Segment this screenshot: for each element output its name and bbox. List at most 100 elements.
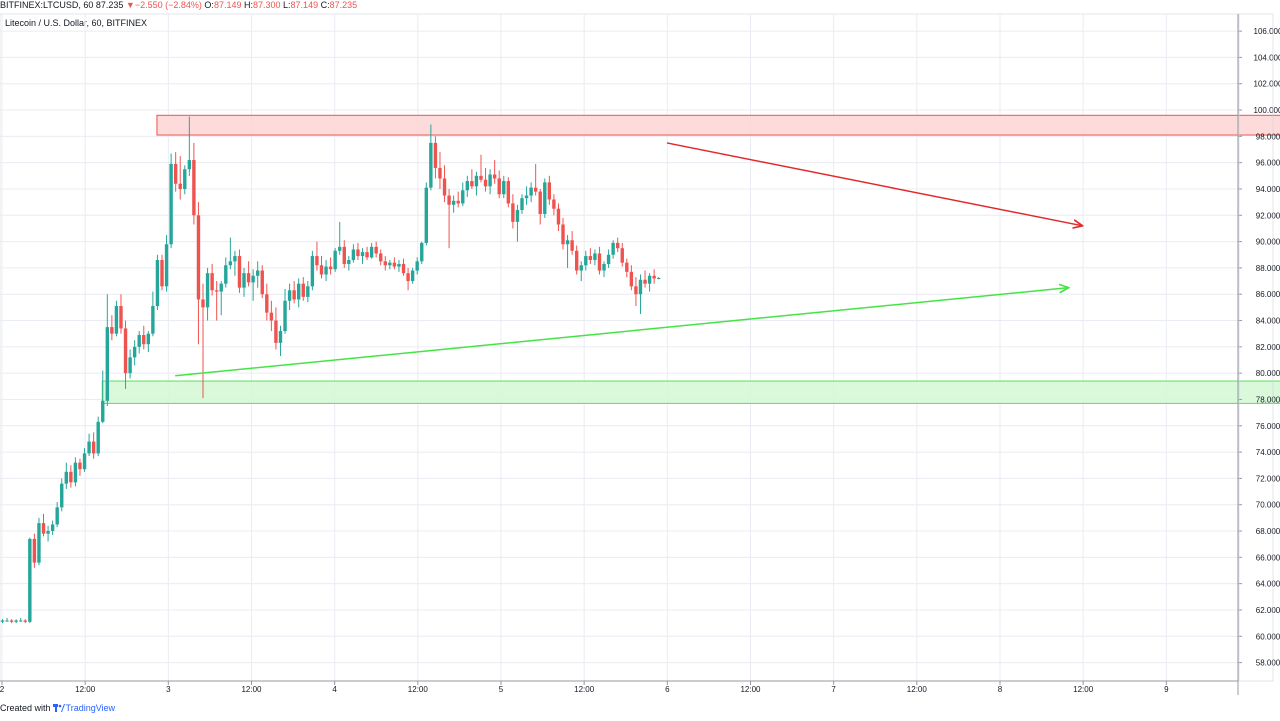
y-axis-frame [1238, 13, 1274, 682]
candle-body [379, 253, 383, 262]
candle-body [319, 265, 324, 275]
trend-lines[interactable] [175, 142, 1083, 377]
candle-body [547, 182, 552, 200]
candle-body [543, 182, 547, 214]
candle-body [9, 620, 14, 622]
y-tick-label: 62.000 [1256, 606, 1280, 615]
y-tick-label: 106.000 [1254, 27, 1280, 36]
candle-body [538, 191, 542, 214]
candle-body [479, 175, 483, 180]
candle-body [465, 181, 470, 191]
candle-body [119, 306, 123, 329]
candle-body [123, 328, 128, 374]
x-tick-label: 12:00 [408, 685, 429, 694]
candle-body [82, 453, 87, 470]
candle-body [210, 273, 214, 291]
x-tick-label: 7 [831, 685, 836, 694]
candle-body [351, 249, 356, 261]
candle-body [579, 265, 583, 271]
candle-body [50, 524, 55, 532]
last-price: 87.235 [95, 0, 124, 10]
candle-body [643, 279, 647, 284]
candle-body [132, 346, 137, 358]
candle-body [442, 178, 447, 196]
descending-trend-line [666, 142, 1083, 226]
x-tick-label: 5 [499, 685, 504, 694]
low-value: 87.149 [290, 0, 319, 10]
footer-credit: Created with TradingView [0, 703, 115, 713]
candle-body [41, 523, 46, 534]
close-value: 87.235 [329, 0, 358, 10]
candle-body [196, 215, 201, 300]
candle-body [301, 283, 305, 297]
candle-body [297, 283, 301, 300]
candle-body [151, 306, 155, 334]
candle-body [556, 208, 561, 225]
candle-body [5, 620, 9, 622]
candle-body [611, 242, 615, 255]
y-tick-label: 92.000 [1256, 211, 1280, 220]
y-tick-label: 78.000 [1256, 395, 1280, 404]
candle-body [529, 187, 533, 196]
candle-body [173, 163, 178, 184]
y-tick-label: 84.000 [1256, 317, 1280, 326]
y-tick-label: 66.000 [1256, 553, 1280, 562]
candle-body [128, 357, 132, 374]
candle-body [625, 262, 629, 272]
candle-body [23, 620, 27, 622]
x-tick-label: 2 [0, 685, 5, 694]
candle-body [397, 263, 401, 267]
candle-body [652, 275, 656, 279]
candle-body [347, 260, 351, 264]
tradingview-brand[interactable]: TradingView [65, 703, 116, 713]
candle-body [205, 273, 210, 308]
y-tick-label: 64.000 [1256, 580, 1280, 589]
candle-body [164, 244, 169, 287]
x-tick-label: 3 [166, 685, 171, 694]
chart-subtitle: Litecoin / U.S. Dollar, 60, BITFINEX [5, 18, 148, 28]
candle-body [32, 538, 37, 563]
candle-body [524, 195, 529, 199]
candle-body [265, 294, 269, 313]
candle-body [570, 240, 574, 251]
candle-body [429, 142, 433, 188]
candle-body [606, 254, 611, 264]
candle-body [155, 260, 160, 307]
y-tick-label: 86.000 [1256, 290, 1280, 299]
candle-body [278, 331, 283, 343]
candle-body [657, 277, 661, 280]
candle-body [593, 253, 597, 261]
candle-body [28, 538, 32, 622]
x-tick-label: 4 [332, 685, 337, 694]
candle-body [228, 261, 233, 266]
symbol-name[interactable]: BITFINEX:LTCUSD, 60 [0, 0, 94, 10]
candle-body [96, 421, 100, 454]
candle-body [137, 335, 141, 347]
candle-body [561, 224, 565, 245]
candle-body [283, 300, 287, 332]
candle-body [565, 240, 570, 245]
candle-body [456, 200, 460, 204]
support-zone [101, 380, 1280, 404]
candle-body [192, 160, 196, 216]
y-tick-label: 98.000 [1256, 132, 1280, 141]
low-label: L: [283, 0, 291, 10]
candle-body [178, 183, 182, 189]
candle-body [492, 174, 497, 179]
candle-body [55, 507, 59, 525]
high-value: 87.300 [252, 0, 281, 10]
grid-lines [0, 13, 1239, 682]
candle-body [338, 246, 342, 251]
candle-body [511, 203, 515, 222]
candle-body [574, 250, 579, 271]
open-label: O: [204, 0, 214, 10]
candle-body [392, 262, 397, 267]
candle-body [242, 273, 246, 288]
candle-body [201, 299, 205, 308]
tradingview-logo-icon [52, 704, 65, 712]
candle-body [69, 471, 73, 483]
candle-body [488, 174, 492, 187]
candle-body [310, 256, 315, 287]
x-tick-label: 12:00 [241, 685, 262, 694]
